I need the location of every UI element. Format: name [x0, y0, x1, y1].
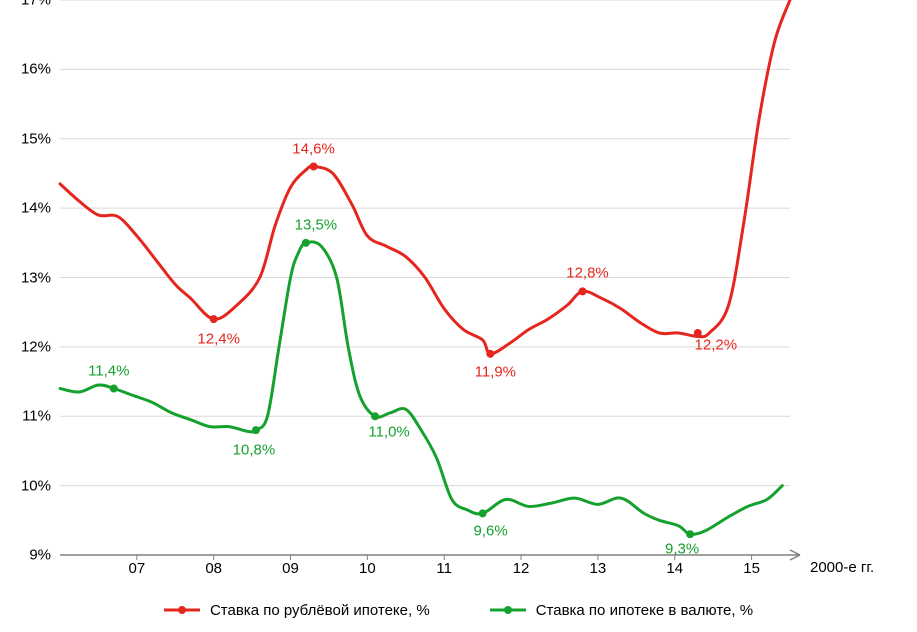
x-tick-label: 14: [666, 560, 683, 577]
ruble-data-label: 12,2%: [695, 337, 738, 354]
ruble-marker: [486, 350, 494, 358]
currency-marker: [686, 530, 694, 538]
y-tick-label: 9%: [29, 547, 51, 564]
x-tick-label: 11: [436, 560, 452, 577]
legend-swatch-ruble: [164, 602, 200, 618]
currency-data-label: 10,8%: [233, 442, 276, 459]
mortgage-rates-chart: 9% 10% 11% 12% 13% 14% 15% 16% 17% 07 08 09 10 11 12 13…: [0, 0, 917, 632]
y-tick-label: 14%: [21, 200, 51, 217]
x-tick-label: 13: [590, 560, 607, 577]
legend-dot-icon: [178, 606, 186, 614]
y-tick-label: 12%: [21, 338, 51, 355]
legend-item-currency: Ставка по ипотеке в валюте, %: [490, 595, 753, 625]
x-axis-title: 2000-е гг.: [810, 559, 874, 576]
currency-data-label: 11,0%: [368, 424, 409, 441]
legend: Ставка по рублёвой ипотеке, % Ставка по и…: [0, 595, 917, 625]
currency-marker: [302, 239, 310, 247]
legend-dot-icon: [504, 606, 512, 614]
ruble-line: [60, 0, 790, 354]
y-tick-label: 11%: [22, 408, 51, 425]
ruble-data-label: 12,4%: [197, 331, 240, 348]
legend-label: Ставка по ипотеке в валюте, %: [536, 602, 753, 619]
currency-line: [60, 242, 782, 535]
y-tick-label: 13%: [21, 269, 51, 286]
currency-marker: [252, 426, 260, 434]
ruble-marker: [210, 315, 218, 323]
currency-marker: [371, 412, 379, 420]
x-tick-label: 08: [205, 560, 222, 577]
x-tick-label: 10: [359, 560, 376, 577]
y-tick-label: 15%: [21, 130, 51, 147]
legend-swatch-currency: [490, 602, 526, 618]
currency-data-label: 11,4%: [88, 362, 129, 379]
currency-data-label: 9,6%: [474, 523, 508, 540]
x-tick-label: 07: [128, 560, 145, 577]
y-tick-label: 16%: [21, 61, 51, 78]
x-tick-label: 15: [743, 560, 760, 577]
ruble-marker: [579, 287, 587, 295]
y-tick-label: 10%: [21, 477, 51, 494]
currency-marker: [110, 385, 118, 393]
ruble-data-label: 12,8%: [566, 265, 609, 282]
ruble-data-label: 11,9%: [475, 363, 516, 380]
currency-data-label: 9,3%: [665, 541, 699, 558]
x-tick-label: 12: [513, 560, 530, 577]
x-tick-label: 09: [282, 560, 299, 577]
legend-label: Ставка по рублёвой ипотеке, %: [210, 602, 430, 619]
currency-marker: [479, 509, 487, 517]
ruble-data-label: 14,6%: [292, 140, 335, 157]
legend-item-ruble: Ставка по рублёвой ипотеке, %: [164, 595, 430, 625]
ruble-marker: [310, 163, 318, 171]
currency-data-label: 13,5%: [295, 216, 338, 233]
chart-svg: [0, 0, 917, 632]
y-tick-label: 17%: [21, 0, 51, 9]
